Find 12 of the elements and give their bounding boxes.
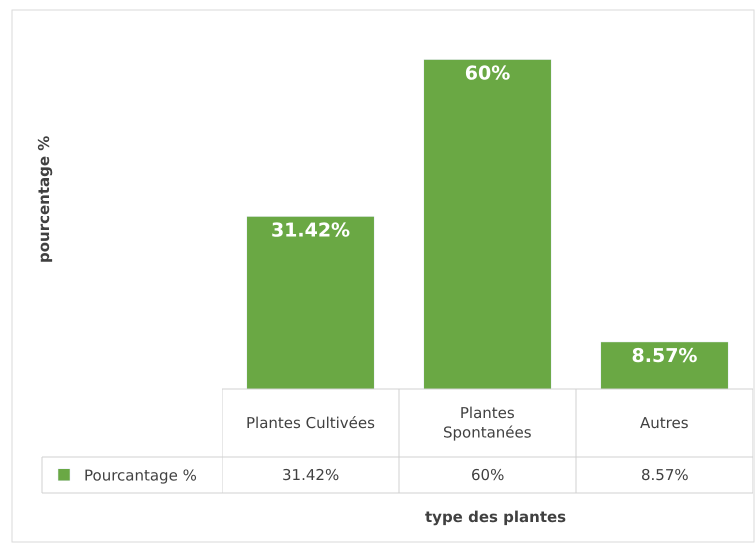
data-label: 60%	[471, 466, 504, 484]
text: pourcentage %	[35, 136, 53, 263]
x-tick-label: Autres	[640, 414, 689, 432]
text: 31.42%	[270, 219, 350, 242]
data-label: 31.42%	[282, 466, 340, 484]
text: 60%	[464, 62, 510, 85]
text: 8.57%	[632, 344, 698, 367]
data-label: 8.57%	[641, 466, 689, 484]
legend-label: Pourcantage %	[84, 466, 197, 485]
text: type des plantes	[425, 508, 566, 526]
x-tick-label: Plantes Cultivées	[246, 414, 376, 432]
x-tick-label: Plantes Spontanées	[443, 404, 532, 442]
